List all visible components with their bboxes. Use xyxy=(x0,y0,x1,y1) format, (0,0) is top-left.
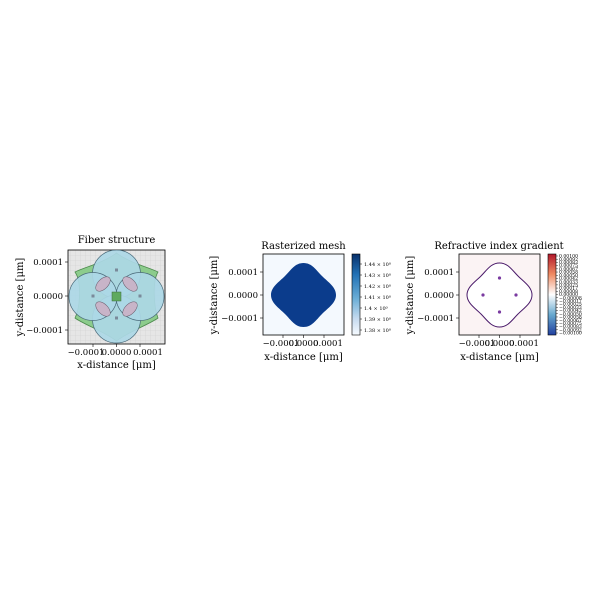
cb3-tick-label: −0.00042 xyxy=(559,308,582,314)
panel2-colorbar xyxy=(351,253,361,336)
cb3-tick-label: 0.00042 xyxy=(559,276,578,282)
panel2-ytick-0: 0.0001 xyxy=(228,268,258,278)
overlap-top-right xyxy=(122,276,138,292)
fiber-shapes xyxy=(68,250,165,344)
cb2-tick-4: 1.4 × 10⁰ xyxy=(364,306,388,312)
panel2-colorbar-ticks xyxy=(360,263,362,331)
panel1-title: Fiber structure xyxy=(78,235,156,246)
panel3-xlabel: x-distance [μm] xyxy=(460,352,539,363)
panel2-xtick-2: 0.0001 xyxy=(313,339,343,349)
core-markers xyxy=(91,268,142,320)
gradient-spots xyxy=(481,276,518,314)
panel2-ticks xyxy=(260,271,325,338)
cb3-tick-label: 0.00083 xyxy=(559,260,578,266)
cb3-tick-label: 0.00017 xyxy=(559,286,578,292)
panel3-colorbar xyxy=(547,253,557,336)
panel3-ytick-2: −0.0001 xyxy=(417,314,454,324)
cb3-tick-label: −0.00025 xyxy=(559,302,582,308)
panel3-ytick-1: 0.0000 xyxy=(424,291,454,301)
panel3-xtick-0: −0.0001 xyxy=(459,339,496,349)
cb3-tick-label: −0.00017 xyxy=(559,299,582,305)
panel2-xlabel: x-distance [μm] xyxy=(264,352,343,363)
panel1-ylabel: y-distance [μm] xyxy=(15,258,26,338)
panel3-colorbar-labels: 0.001000.000920.000830.000750.000670.000… xyxy=(556,254,582,337)
panel1-ytick-1: 0.0000 xyxy=(33,292,63,302)
overlap-bottom-left xyxy=(95,301,111,317)
cb2-tick-0: 1.44 × 10⁰ xyxy=(364,262,391,268)
cb3-tick-label: −0.00100 xyxy=(559,331,582,337)
cb3-tick-label: 0.00075 xyxy=(559,263,578,269)
panel1-xtick-1: 0.0000 xyxy=(102,348,132,358)
panel1-ytick-2: −0.0001 xyxy=(26,326,63,336)
cb3-tick-label: −0.00092 xyxy=(559,327,582,333)
panel1-xlabel: x-distance [μm] xyxy=(77,360,156,371)
panel2-xtick-1: 0.0000 xyxy=(289,339,319,349)
overlap-top-left xyxy=(95,276,111,292)
cb3-tick-label: −0.00067 xyxy=(559,318,582,324)
panel1-xtick-0: −0.0001 xyxy=(68,348,105,358)
cb3-tick-label: −0.00083 xyxy=(559,324,582,330)
panel1-xtick-2: 0.0001 xyxy=(133,348,163,358)
panel-rasterized-mesh: Rasterized mesh −0.0001 0.0000 0.0001 0.… xyxy=(209,241,391,363)
cb2-tick-5: 1.39 × 10⁰ xyxy=(364,317,391,323)
panel2-xtick-0: −0.0001 xyxy=(263,339,300,349)
cb3-tick-label: −0.00058 xyxy=(559,315,582,321)
panel2-ytick-1: 0.0000 xyxy=(228,291,258,301)
cb3-tick-label: 0.00033 xyxy=(559,279,578,285)
panel2-ylabel: y-distance [μm] xyxy=(209,256,220,336)
cb3-tick-label: −0.00050 xyxy=(559,311,582,317)
cb2-tick-1: 1.43 × 10⁰ xyxy=(364,273,391,279)
cb3-tick-label: 0.00050 xyxy=(559,273,578,279)
panel3-ticks xyxy=(456,271,521,338)
overlap-bottom-right xyxy=(122,301,138,317)
cb3-tick-label: −0.00075 xyxy=(559,321,582,327)
panel3-ylabel: y-distance [μm] xyxy=(405,256,416,336)
panel-refractive-gradient: Refractive index gradient −0.0001 0.0000… xyxy=(405,241,582,363)
gradient-inner-region xyxy=(466,262,533,328)
panel3-title: Refractive index gradient xyxy=(434,241,563,252)
panel3-xtick-1: 0.0000 xyxy=(485,339,515,349)
panel-fiber-structure: Fiber structure xyxy=(15,235,166,371)
cb2-tick-6: 1.38 × 10⁰ xyxy=(364,328,391,334)
panel1-ytick-0: 0.0001 xyxy=(33,258,63,268)
panel1-ticks xyxy=(65,261,141,347)
cb3-tick-label: −0.00033 xyxy=(559,305,582,311)
panel2-title: Rasterized mesh xyxy=(261,241,346,252)
cb3-tick-label: 0.00025 xyxy=(559,282,578,288)
panel3-xtick-2: 0.0001 xyxy=(509,339,539,349)
cb3-tick-label: 0.00092 xyxy=(559,257,578,263)
mesh-core-region xyxy=(271,263,336,327)
cb3-tick-label: 0.00058 xyxy=(559,270,578,276)
panel2-ytick-2: −0.0001 xyxy=(221,314,258,324)
cb3-tick-label: −0.00008 xyxy=(559,295,582,301)
cb2-tick-3: 1.41 × 10⁰ xyxy=(364,295,391,301)
cb3-tick-label: 0.00008 xyxy=(559,289,578,295)
panel3-ytick-0: 0.0001 xyxy=(424,268,454,278)
center-region xyxy=(111,291,122,302)
cb3-tick-label: 0.00067 xyxy=(559,266,578,272)
cb3-tick-label: 0.00100 xyxy=(559,254,578,260)
cb2-tick-2: 1.42 × 10⁰ xyxy=(364,284,391,290)
cb3-tick-label: 0.00000 xyxy=(559,292,578,298)
